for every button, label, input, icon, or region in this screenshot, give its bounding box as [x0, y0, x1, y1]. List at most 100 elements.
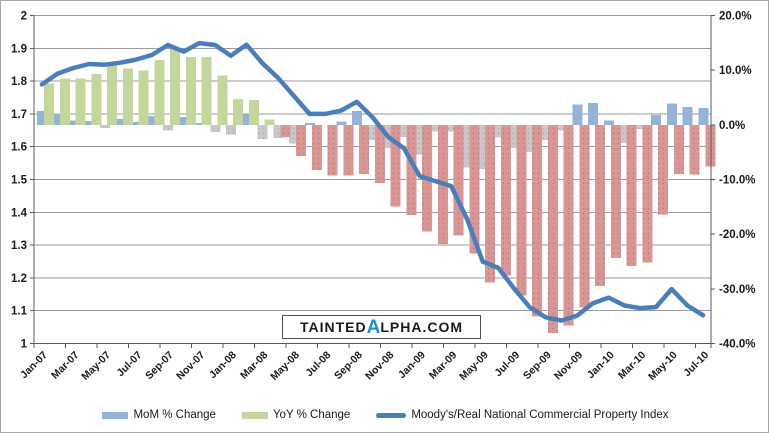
x-axis-label: Sep-07	[143, 349, 176, 382]
left-axis-label: 1.6	[11, 142, 27, 154]
yoy-bar	[248, 100, 259, 125]
yoy-bar	[44, 83, 55, 125]
x-axis-label: May-09	[457, 349, 491, 383]
x-axis-label: Nov-09	[552, 349, 585, 382]
legend-bar-swatch	[102, 411, 129, 419]
mom-bar	[399, 124, 410, 137]
mom-bar	[178, 117, 189, 125]
yoy-bar	[500, 124, 511, 276]
mom-bar	[493, 124, 504, 138]
watermark-text-right: lpha.com	[380, 319, 464, 335]
x-axis-label: Jan-08	[207, 349, 239, 381]
legend-bar-swatch	[241, 411, 268, 419]
mom-bar	[619, 124, 630, 143]
x-axis-label: Sep-09	[521, 349, 554, 382]
mom-bar	[273, 124, 284, 138]
legend-item-2: Moody's/Real National Commercial Propert…	[376, 409, 669, 421]
mom-bar	[304, 123, 315, 125]
mom-bar	[210, 124, 221, 132]
mom-bar	[682, 106, 693, 125]
yoy-bar	[595, 124, 606, 287]
right-axis-label: 20.0%	[719, 11, 752, 23]
mom-bar	[478, 124, 489, 170]
x-axis-label: Jul-08	[303, 349, 333, 379]
legend-label: MoM % Change	[133, 409, 216, 421]
right-axis-label: -40.0%	[719, 339, 755, 351]
right-axis-label: -20.0%	[719, 229, 755, 241]
x-axis-label: Mar-10	[616, 349, 649, 382]
mom-bar	[289, 124, 300, 144]
yoy-bar	[343, 124, 354, 176]
yoy-bar	[264, 119, 275, 125]
legend-item-0: MoM % Change	[102, 409, 216, 421]
yoy-bar	[547, 124, 558, 334]
yoy-bar	[107, 62, 118, 125]
mom-bar	[666, 103, 677, 125]
mom-bar	[52, 113, 63, 125]
yoy-bar	[532, 124, 543, 317]
legend-label: Moody's/Real National Commercial Propert…	[411, 409, 669, 421]
yoy-bar	[296, 124, 307, 156]
yoy-bar	[563, 124, 574, 326]
yoy-bar	[201, 57, 212, 125]
yoy-bar	[453, 124, 464, 236]
x-axis-label: May-07	[79, 349, 113, 383]
yoy-bar	[170, 48, 181, 125]
mom-bar	[588, 102, 599, 125]
mom-bar	[147, 116, 158, 125]
left-axis-label: 1.8	[11, 76, 28, 88]
mom-bar	[430, 124, 441, 132]
mom-bar	[367, 124, 378, 141]
left-axis-label: 2	[21, 11, 27, 23]
yoy-bar	[185, 57, 196, 125]
yoy-bar	[280, 124, 291, 137]
yoy-bar	[217, 75, 228, 125]
yoy-bar	[59, 78, 70, 125]
mom-bar	[241, 114, 252, 125]
yoy-bar	[390, 124, 401, 207]
yoy-bar	[610, 124, 621, 259]
yoy-bar	[122, 68, 133, 125]
mom-bar	[257, 124, 268, 140]
left-axis-label: 1.3	[11, 240, 27, 252]
x-axis-label: Nov-07	[174, 349, 207, 382]
mom-bar	[462, 124, 473, 168]
x-axis-label: Jul-07	[115, 349, 145, 379]
mom-bar	[68, 120, 79, 125]
yoy-bar	[469, 124, 480, 254]
x-axis-label: May-10	[646, 349, 680, 383]
legend-label: YoY % Change	[272, 409, 351, 421]
yoy-bar	[658, 124, 669, 215]
index-line	[39, 40, 706, 323]
mom-bar	[336, 121, 347, 125]
mom-bar	[352, 111, 363, 125]
left-axis-label: 1.7	[11, 109, 27, 121]
mom-bar	[556, 124, 567, 131]
left-axis-label: 1.1	[11, 306, 28, 318]
mom-bar	[603, 120, 614, 125]
mom-bar	[115, 118, 126, 125]
yoy-bar	[689, 124, 700, 175]
x-axis-label: Nov-08	[363, 349, 396, 382]
x-axis-label: Mar-08	[238, 349, 271, 382]
yoy-bar	[673, 124, 684, 175]
yoy-bar	[75, 78, 86, 125]
yoy-bar	[311, 124, 322, 171]
yoy-bar	[233, 99, 244, 125]
left-axis-label: 1.4	[11, 207, 28, 219]
x-axis-label: Jan-07	[18, 349, 50, 381]
right-axis-label: -30.0%	[719, 284, 755, 296]
mom-bar	[540, 124, 551, 141]
mom-bar	[226, 124, 237, 135]
mom-bar	[84, 121, 95, 125]
yoy-bar	[91, 73, 102, 125]
x-axis-label: Sep-08	[332, 349, 365, 382]
x-axis-label: Jul-10	[681, 349, 711, 379]
mom-bar	[446, 124, 457, 132]
yoy-bar	[626, 124, 637, 266]
mom-bar	[635, 124, 646, 130]
yoy-bar	[485, 124, 496, 283]
yoy-bar	[327, 124, 338, 176]
yoy-bar	[705, 124, 716, 167]
